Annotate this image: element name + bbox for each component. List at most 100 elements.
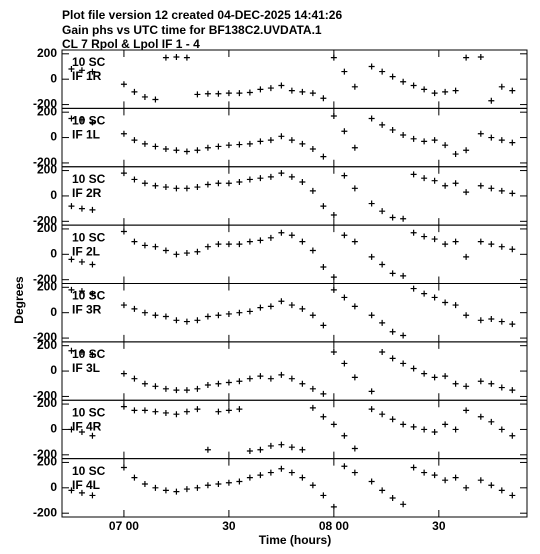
data-point bbox=[400, 332, 407, 339]
data-point bbox=[421, 290, 428, 297]
data-point bbox=[141, 380, 148, 387]
data-point bbox=[173, 185, 180, 192]
data-point bbox=[389, 270, 396, 277]
data-point bbox=[267, 85, 274, 92]
data-point bbox=[89, 206, 96, 213]
data-point bbox=[152, 96, 159, 103]
data-point bbox=[131, 176, 138, 183]
data-point bbox=[509, 190, 516, 197]
data-point bbox=[452, 180, 459, 187]
data-point bbox=[309, 187, 316, 194]
data-point bbox=[257, 472, 264, 479]
panel-sublabel: IF 1L bbox=[72, 128, 100, 142]
panel-label: 10 SC bbox=[72, 347, 106, 361]
data-point bbox=[431, 374, 438, 381]
header-line: CL 7 Rpol & Lpol IF 1 - 4 bbox=[62, 37, 200, 51]
y-axis-label: Degrees bbox=[12, 276, 26, 324]
data-point bbox=[152, 408, 159, 415]
data-point bbox=[194, 385, 201, 392]
data-point bbox=[400, 360, 407, 367]
data-point bbox=[78, 489, 85, 496]
data-point bbox=[246, 89, 253, 96]
data-point bbox=[68, 426, 75, 433]
data-point bbox=[299, 238, 306, 245]
data-point bbox=[246, 308, 253, 315]
data-point bbox=[194, 248, 201, 255]
data-point bbox=[288, 173, 295, 180]
data-point bbox=[152, 182, 159, 189]
data-point bbox=[498, 83, 505, 90]
data-point bbox=[183, 250, 190, 257]
data-point bbox=[194, 147, 201, 154]
data-point bbox=[225, 142, 232, 149]
data-point bbox=[257, 86, 264, 93]
data-point bbox=[463, 383, 470, 390]
data-point bbox=[215, 143, 222, 150]
data-point bbox=[463, 484, 470, 491]
data-point bbox=[215, 380, 222, 387]
data-point bbox=[236, 378, 243, 385]
y-tick-label: 200 bbox=[37, 104, 57, 118]
data-point bbox=[225, 241, 232, 248]
data-point bbox=[267, 173, 274, 180]
data-point bbox=[431, 428, 438, 435]
data-point bbox=[351, 303, 358, 310]
data-point bbox=[488, 241, 495, 248]
data-point bbox=[246, 448, 253, 455]
data-point bbox=[320, 322, 327, 329]
data-point bbox=[89, 290, 96, 297]
panel-label: 10 SC bbox=[72, 464, 106, 478]
data-point bbox=[368, 312, 375, 319]
data-point bbox=[400, 78, 407, 85]
data-point bbox=[452, 238, 459, 245]
data-point bbox=[173, 317, 180, 324]
data-point bbox=[509, 246, 516, 253]
data-point bbox=[368, 253, 375, 260]
data-point bbox=[379, 261, 386, 268]
data-point bbox=[389, 328, 396, 335]
panel-sublabel: IF 4R bbox=[72, 419, 102, 433]
y-tick-label: -200 bbox=[33, 272, 57, 286]
data-point bbox=[278, 229, 285, 236]
panel-label: 10 SC bbox=[72, 230, 106, 244]
data-point bbox=[131, 238, 138, 245]
data-point bbox=[78, 67, 85, 74]
data-point bbox=[442, 182, 449, 189]
data-point bbox=[431, 137, 438, 144]
data-point bbox=[309, 145, 316, 152]
data-point bbox=[267, 375, 274, 382]
data-point bbox=[267, 234, 274, 241]
data-point bbox=[389, 73, 396, 80]
data-point bbox=[330, 112, 337, 119]
data-point bbox=[410, 464, 417, 471]
data-point bbox=[509, 387, 516, 394]
data-point bbox=[141, 407, 148, 414]
data-point bbox=[410, 423, 417, 430]
data-point bbox=[498, 137, 505, 144]
data-point bbox=[120, 370, 127, 377]
data-point bbox=[498, 487, 505, 494]
data-point bbox=[477, 53, 484, 60]
data-point bbox=[299, 140, 306, 147]
data-point bbox=[257, 138, 264, 145]
y-tick-label: 0 bbox=[50, 246, 57, 260]
data-point bbox=[379, 349, 386, 356]
data-point bbox=[442, 299, 449, 306]
data-point bbox=[320, 264, 327, 271]
data-point bbox=[141, 242, 148, 249]
data-point bbox=[299, 305, 306, 312]
data-point bbox=[442, 421, 449, 428]
data-point bbox=[488, 185, 495, 192]
data-point bbox=[320, 153, 327, 160]
data-point bbox=[341, 360, 348, 367]
data-point bbox=[236, 90, 243, 97]
data-point bbox=[389, 355, 396, 362]
y-tick-label: 0 bbox=[50, 71, 57, 85]
data-point bbox=[246, 140, 253, 147]
data-point bbox=[162, 385, 169, 392]
data-point bbox=[498, 187, 505, 194]
data-point bbox=[225, 180, 232, 187]
data-point bbox=[257, 237, 264, 244]
